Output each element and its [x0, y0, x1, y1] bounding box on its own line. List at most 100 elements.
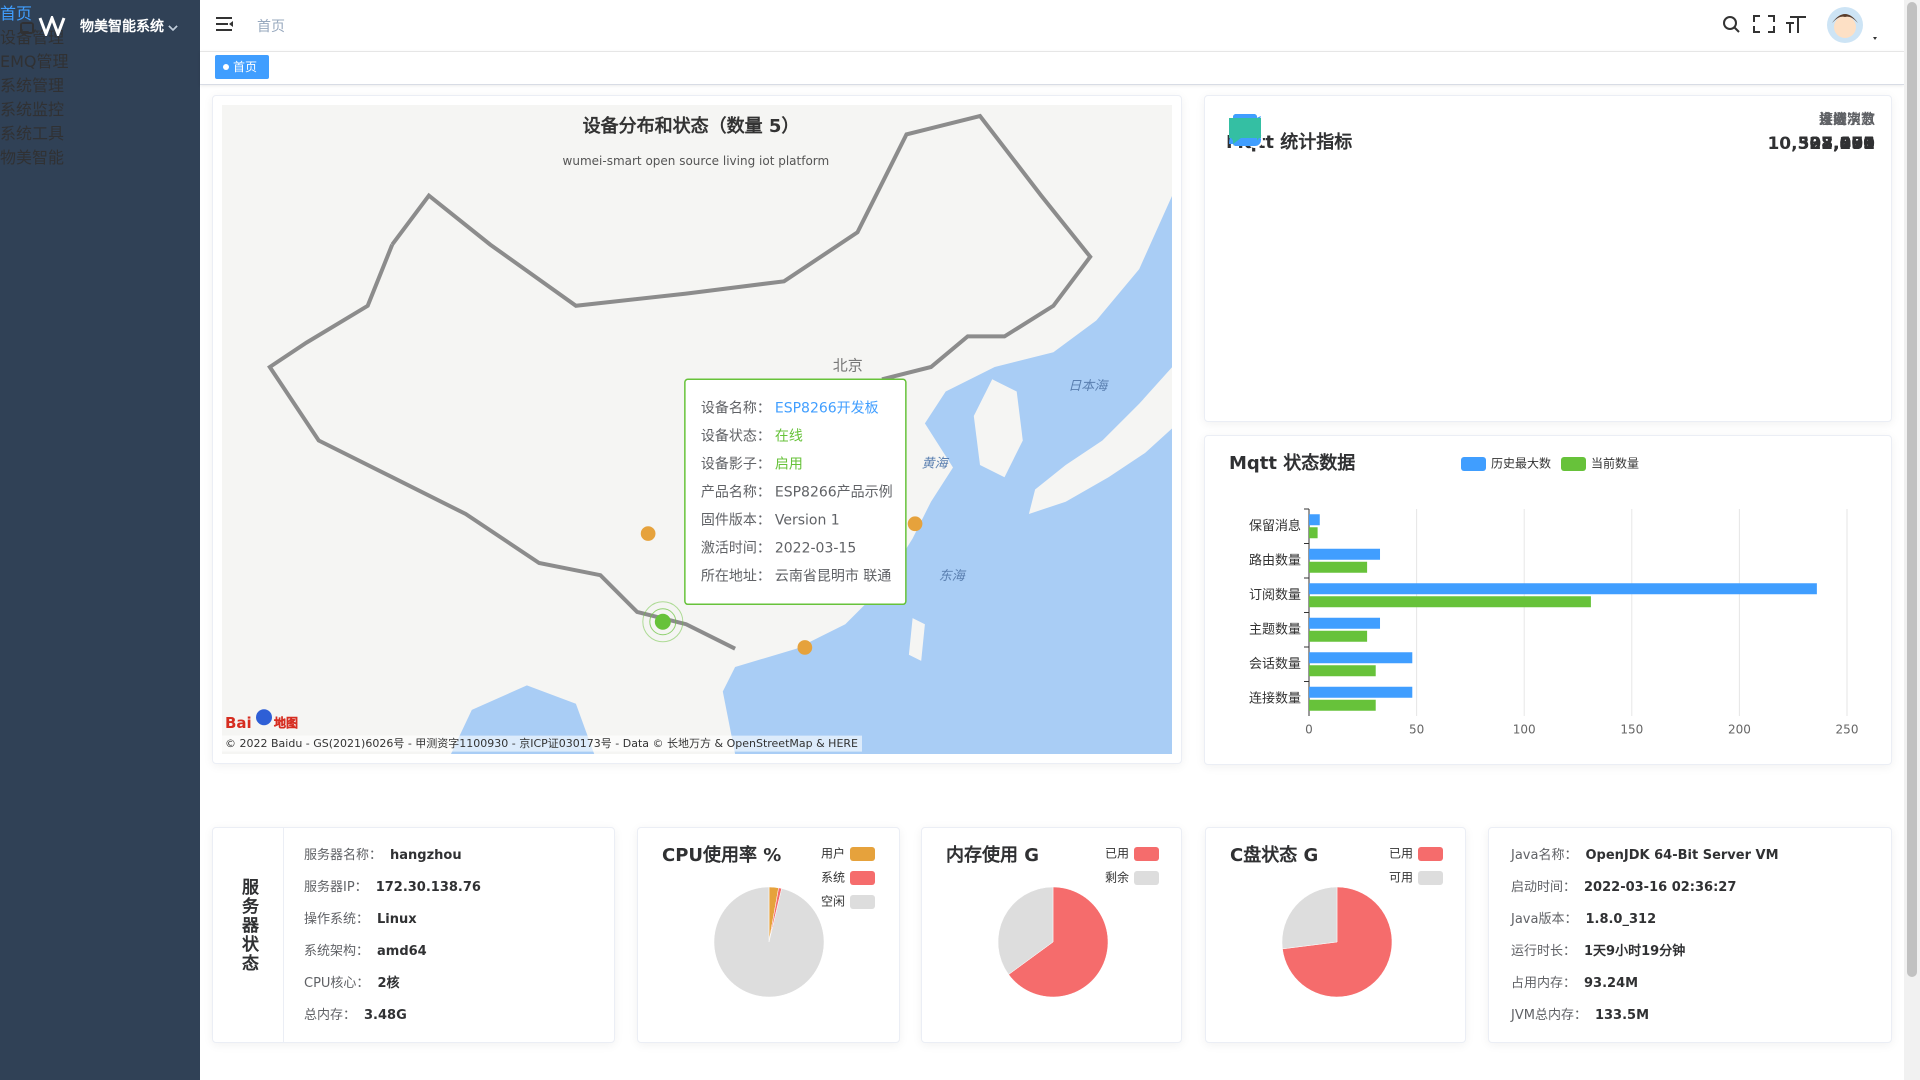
- info-row: JVM总内存： 133.5M: [1511, 1004, 1649, 1023]
- tooltip-label: 设备状态：: [701, 427, 771, 444]
- bar-chart: Mqtt 状态数据 历史最大数 当前数量 0 50 100 150 200 250 保留消息路由数…: [1229, 452, 1858, 737]
- chevron-path: [168, 25, 178, 31]
- tooltip-value: 云南省昆明市 联通: [775, 567, 891, 584]
- disk-card: C盘状态 G 已用 可用: [1205, 827, 1466, 1043]
- info-value: hangzhou: [390, 848, 462, 863]
- legend-swatch: [1461, 457, 1486, 471]
- info-value: 172.30.138.76: [375, 880, 481, 895]
- menu-icon: [20, 22, 34, 34]
- menu-label[interactable]: 物美智能: [0, 148, 65, 167]
- menu-label[interactable]: EMQ管理: [0, 52, 69, 71]
- x-tick-label: 150: [1620, 723, 1643, 737]
- tooltip-value: ESP8266开发板: [775, 400, 879, 416]
- toolbar-icons[interactable]: [1720, 12, 1840, 38]
- info-row: 服务器IP： 172.30.138.76: [304, 876, 481, 895]
- info-value: 1.8.0_312: [1585, 912, 1657, 927]
- x-tick-label: 200: [1728, 723, 1751, 737]
- info-label: 服务器名称：: [304, 848, 383, 863]
- tag[interactable]: 首页: [215, 55, 269, 79]
- menu-item[interactable]: 系统工具: [0, 22, 200, 144]
- server-card: 服务器状态 服务器名称： hangzhou 服务器IP： 172.30.138.76 操…: [212, 827, 615, 1043]
- pie-slice: [1008, 886, 1109, 998]
- sea: [722, 196, 1172, 754]
- menu-label[interactable]: 系统监控: [0, 100, 65, 119]
- bar: [1309, 652, 1413, 664]
- stat-label: 连接次数: [1819, 112, 1875, 128]
- scrollbar[interactable]: [1904, 0, 1920, 1080]
- tag-label[interactable]: 首页: [233, 60, 258, 74]
- stat-value: 28,293: [1809, 134, 1875, 154]
- border: [390, 113, 1093, 382]
- info-label: 系统架构：: [304, 944, 370, 959]
- legend-label: 剩余: [1105, 870, 1129, 885]
- info-row: CPU核心： 2核: [304, 972, 399, 991]
- tags-view: 首页: [200, 51, 1904, 85]
- menu-label[interactable]: 首页: [0, 4, 33, 23]
- menu-item[interactable]: 物美智能: [0, 22, 200, 168]
- stat-icon: [1229, 118, 1261, 144]
- info-value: OpenJDK 64-Bit Server VM: [1585, 848, 1779, 863]
- avatar[interactable]: [1825, 5, 1885, 47]
- legend-label: 已用: [1105, 847, 1129, 861]
- menu-item[interactable]: EMQ管理: [0, 22, 200, 72]
- map-logo: Bai: [225, 714, 252, 732]
- stat-label: 认证次数: [1819, 112, 1875, 128]
- tooltip-value: 在线: [775, 428, 803, 444]
- info-row: 启动时间： 2022-03-16 02:36:27: [1511, 876, 1736, 895]
- tooltip-label: 产品名称：: [701, 484, 771, 500]
- info-row: Java名称： OpenJDK 64-Bit Server VM: [1511, 844, 1779, 863]
- device-ripple: [649, 608, 677, 636]
- border: [267, 243, 736, 651]
- info-value: 133.5M: [1594, 1008, 1650, 1023]
- bar: [1309, 596, 1591, 608]
- device-point: [797, 640, 813, 655]
- stat-value: 28,356: [1809, 134, 1875, 154]
- mqtt-chart-card: Mqtt 状态数据 历史最大数 当前数量 0 50 100 150 200 250 保留消息 路由数…: [1204, 435, 1892, 765]
- menu-label[interactable]: 系统工具: [0, 124, 65, 143]
- info-label: 服务器IP：: [304, 880, 368, 895]
- bar: [1309, 561, 1368, 573]
- stat-label: 接收字节: [1819, 112, 1875, 128]
- bar: [1309, 699, 1376, 711]
- map-title: 设备分布和状态（数量 5）: [583, 115, 800, 137]
- map-copyright: © 2022 Baidu - GS(2021)6026号 - 甲测资字11009…: [225, 736, 858, 750]
- map-label: 日本海: [1068, 379, 1109, 394]
- legend-swatch: [1134, 847, 1159, 861]
- icon-shape: [1229, 118, 1261, 144]
- scroll-thumb[interactable]: [1907, 2, 1917, 977]
- server-title: 服务器状态: [238, 878, 258, 973]
- pie-slice: [713, 886, 825, 998]
- y-tick-label: 订阅数量: [1249, 588, 1301, 603]
- breadcrumb[interactable]: 首页: [257, 19, 285, 35]
- menu-label[interactable]: 系统管理: [0, 76, 65, 95]
- info-label: 运行时长：: [1511, 944, 1577, 959]
- menu-item[interactable]: 系统管理: [0, 22, 200, 96]
- menu-item[interactable]: 系统监控: [0, 22, 200, 120]
- logo-icon: [38, 16, 66, 36]
- bar: [1309, 527, 1318, 539]
- pie-slice: [1281, 886, 1338, 950]
- info-value: 2022-03-16 02:36:27: [1584, 880, 1737, 895]
- legend-swatch: [1134, 871, 1159, 885]
- info-value: 93.24M: [1584, 976, 1639, 991]
- legend-swatch: [850, 871, 875, 885]
- bar: [1309, 514, 1320, 526]
- memory-card: 内存使用 G 已用 剩余: [921, 827, 1182, 1043]
- bar: [1309, 617, 1381, 629]
- legend-swatch: [1418, 847, 1443, 861]
- bar: [1309, 548, 1381, 560]
- y-tick-label: 主题数量: [1249, 622, 1301, 637]
- icon-shape: [20, 22, 34, 34]
- stat-value: 28,050: [1809, 134, 1875, 154]
- tooltip-value: ESP8266产品示例: [775, 484, 893, 500]
- info-row: Java版本： 1.8.0_312: [1511, 908, 1656, 927]
- stat-value: 533,805: [1797, 134, 1875, 154]
- tooltip-label: 所在地址：: [701, 568, 771, 584]
- legend-swatch: [1561, 457, 1586, 471]
- hamburger[interactable]: [216, 16, 234, 32]
- legend-swatch: [1418, 871, 1443, 885]
- legend-label: 用户: [821, 846, 845, 861]
